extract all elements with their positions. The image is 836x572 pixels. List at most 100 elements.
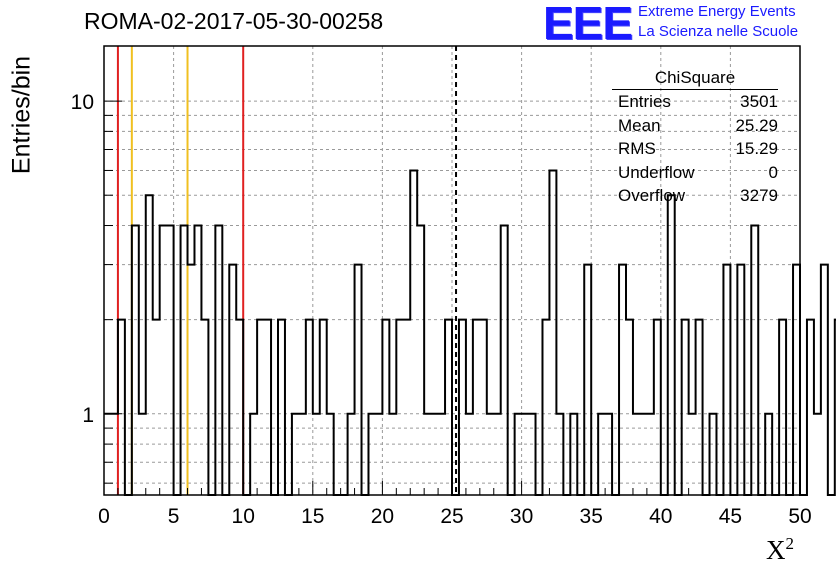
histogram-bin: [299, 414, 306, 495]
y-tick-label: 10: [71, 91, 94, 114]
x-tick-label: 20: [371, 505, 394, 528]
histogram-bin: [167, 226, 174, 495]
histogram-bin: [201, 320, 208, 495]
histogram-bin: [668, 195, 675, 495]
histogram-bin: [417, 226, 424, 495]
histogram-bin: [292, 414, 299, 495]
histogram-bin: [250, 414, 257, 495]
histogram-bin: [751, 226, 758, 495]
histogram-bin: [368, 414, 375, 495]
stats-row-entries: Entries 3501: [612, 90, 778, 114]
histogram-bin: [765, 414, 772, 495]
histogram-bin: [320, 320, 327, 495]
histogram-bin: [605, 414, 612, 495]
stats-value: 15.29: [735, 139, 778, 158]
histogram-bin: [737, 265, 744, 495]
x-tick-label: 15: [301, 505, 324, 528]
histogram-bin: [682, 320, 689, 495]
x-tick-label: 50: [788, 505, 811, 528]
y-tick-label: 1: [82, 404, 94, 427]
histogram-bin: [807, 320, 814, 495]
y-axis-label-box: Entries/bin: [4, 40, 40, 190]
histogram-bin: [445, 320, 452, 495]
histogram-bin: [466, 414, 473, 495]
histogram-bin: [480, 320, 487, 495]
histogram-bin: [584, 265, 591, 495]
histogram-bin: [487, 414, 494, 495]
histogram-bin: [633, 414, 640, 495]
stats-row-overflow: Overflow 3279: [612, 184, 778, 208]
histogram-bin: [264, 320, 271, 495]
histogram-bin: [410, 170, 417, 495]
histogram-bin: [194, 226, 201, 495]
x-axis-label-sup: 2: [785, 534, 795, 553]
stats-value: 25.29: [735, 115, 778, 135]
stats-label: Overflow: [618, 186, 686, 205]
histogram-bin: [153, 320, 160, 495]
stats-box: ChiSquare Entries 3501 Mean 25.29 RMS 15.29…: [612, 68, 778, 208]
histogram-bin: [132, 226, 139, 495]
histogram-bin: [515, 414, 522, 495]
histogram-bin: [821, 265, 828, 495]
stats-row-underflow: Underflow 0: [612, 161, 778, 185]
histogram-bin: [348, 414, 355, 495]
x-tick-label: 5: [168, 505, 180, 528]
logo-line-1: Extreme Energy Events: [638, 3, 796, 20]
stats-value: 3279: [740, 186, 778, 205]
histogram-bin: [403, 320, 410, 495]
chart-title: ROMA-02-2017-05-30-00258: [84, 8, 384, 34]
histogram-bin: [473, 320, 480, 495]
histogram-bin: [619, 265, 626, 495]
histogram-bin: [327, 414, 334, 495]
histogram-outline: [104, 169, 836, 496]
histogram-bin: [118, 320, 125, 495]
stats-value: 0: [768, 162, 778, 182]
stats-row-mean: Mean 25.29: [612, 114, 778, 138]
histogram-bin: [389, 414, 396, 495]
histogram-bin: [459, 320, 466, 495]
histogram-bin: [598, 414, 605, 495]
logo-line-2: La Scienza nelle Scuole: [638, 23, 799, 40]
histogram-bin: [355, 265, 362, 495]
stats-label: Underflow: [618, 162, 695, 182]
histogram-bin: [647, 414, 654, 495]
histogram-bin: [696, 320, 703, 495]
stats-value: 3501: [740, 92, 778, 111]
tick-labels: 0 5 10 15 20 25 30 35 40 45 50 1 10: [71, 91, 812, 528]
histogram-bin: [640, 414, 647, 495]
histogram-bin: [710, 414, 717, 495]
x-axis-label: X2: [766, 534, 794, 566]
y-axis-label: Entries/bin: [7, 55, 36, 175]
histogram-bin: [229, 265, 236, 495]
histogram-bin: [549, 170, 556, 495]
x-tick-label: 30: [510, 505, 533, 528]
histogram-bin: [424, 414, 431, 495]
histogram-bin: [257, 320, 264, 495]
histogram-bin: [146, 195, 153, 495]
x-tick-label: 10: [232, 505, 255, 528]
histogram-bin: [375, 414, 382, 495]
x-tick-label: 25: [440, 505, 463, 528]
histogram-bin: [501, 226, 508, 495]
stats-title: ChiSquare: [612, 68, 778, 90]
histogram-bin: [626, 320, 633, 495]
histogram-bin: [654, 320, 661, 495]
stats-label: Mean: [618, 115, 661, 135]
stats-row-rms: RMS 15.29: [612, 137, 778, 161]
histogram-bin: [431, 414, 438, 495]
histogram-bin: [689, 414, 696, 495]
histogram-bin: [188, 265, 195, 495]
histogram-bin: [160, 226, 167, 495]
histogram-bin: [313, 414, 320, 495]
histogram-bin: [494, 414, 501, 495]
histogram-bin: [181, 226, 188, 495]
x-tick-label: 45: [719, 505, 742, 528]
histogram-bin: [723, 265, 730, 495]
histogram-bin: [793, 265, 800, 495]
histogram-bin: [779, 320, 786, 495]
histogram-bin: [215, 226, 222, 495]
x-axis-label-base: X: [766, 535, 786, 565]
histogram-bin: [438, 414, 445, 495]
histogram-bin: [542, 320, 549, 495]
histogram-bin: [396, 320, 403, 495]
